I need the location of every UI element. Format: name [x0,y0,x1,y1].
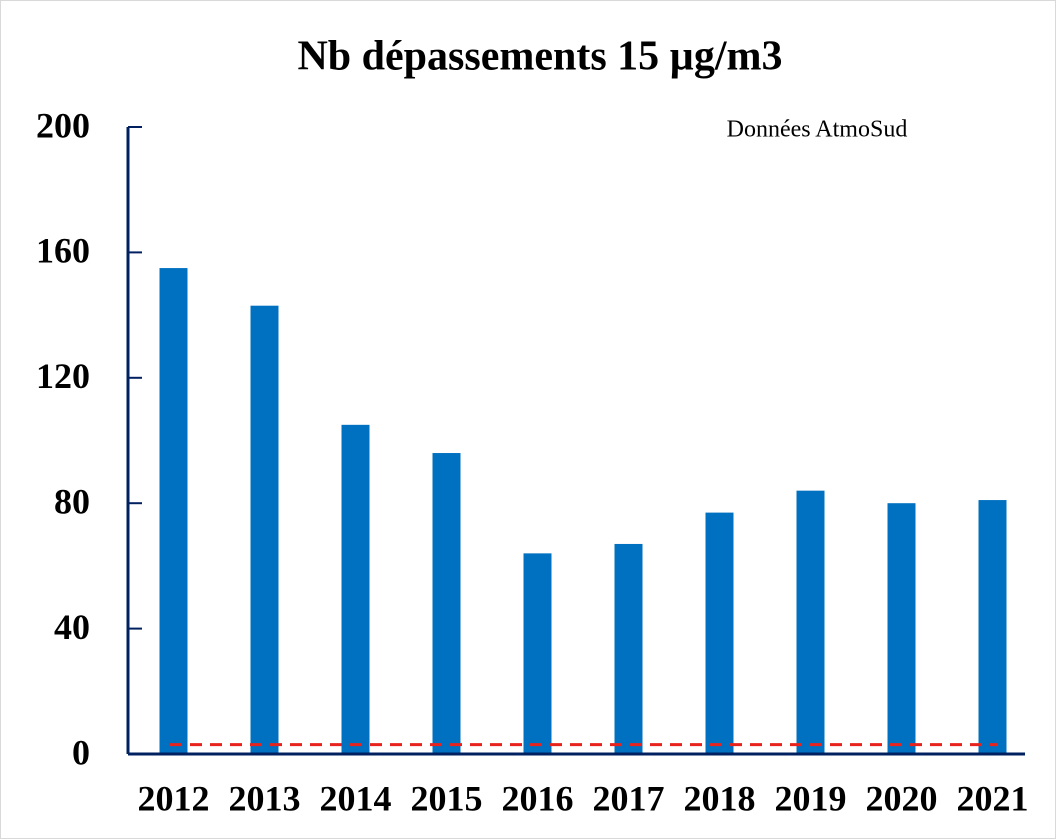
bar [250,305,279,754]
x-tick-label: 2012 [138,778,210,818]
x-tick-label: 2021 [957,778,1029,818]
x-tick-label: 2017 [593,778,665,818]
x-tick-label: 2020 [866,778,938,818]
x-tick-label: 2014 [320,778,392,818]
bar [341,424,370,754]
y-tick-label: 40 [54,607,90,647]
y-tick-label: 120 [36,356,90,396]
bar [614,543,643,754]
bar [705,512,734,754]
x-tick-label: 2018 [684,778,756,818]
y-tick-label: 80 [54,481,90,521]
annotation: Données AtmoSud [727,117,908,143]
bar [887,503,916,754]
bar [432,453,461,754]
chart-title: Nb dépassements 15 µg/m3 [297,34,782,80]
bar [978,500,1007,754]
bar [796,490,825,754]
y-tick-label: 160 [36,231,90,271]
x-tick-label: 2013 [229,778,301,818]
y-tick-label: 200 [36,105,90,145]
x-tick-label: 2015 [411,778,483,818]
x-tick-label: 2016 [502,778,574,818]
y-tick-label: 0 [72,732,90,772]
bar [159,268,188,754]
bar [523,553,552,754]
x-tick-label: 2019 [775,778,847,818]
